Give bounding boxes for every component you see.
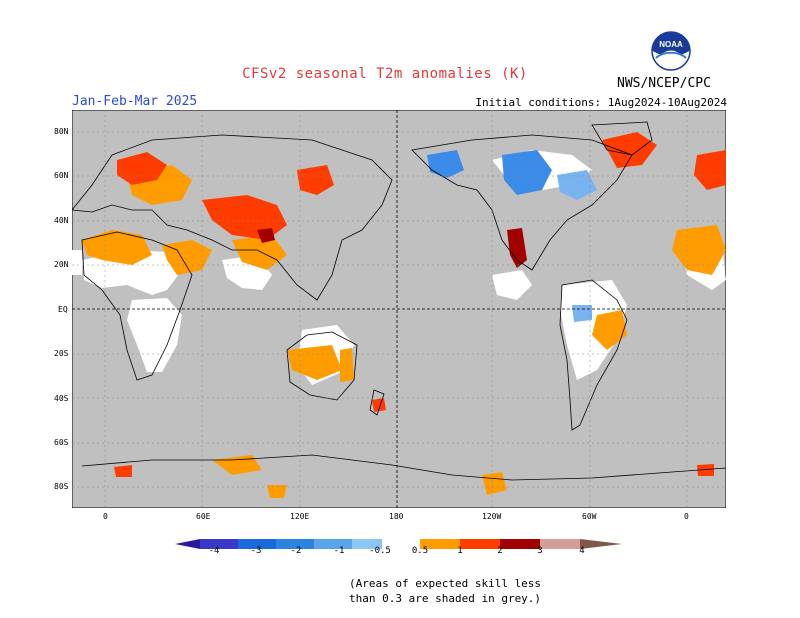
color-legend [170, 535, 630, 554]
colorbar-label: -2 [290, 546, 302, 556]
map-title: CFSv2 seasonal T2m anomalies (K) [242, 66, 528, 82]
lon-label: 0 [684, 512, 689, 521]
lat-label: 80S [54, 482, 69, 491]
colorbar-high-triangle [580, 539, 622, 549]
colorbar-label: -0.5 [369, 546, 391, 556]
colorbar-label: -3 [250, 546, 262, 556]
colorbar-swatch [314, 539, 352, 549]
lat-label: 20S [54, 349, 69, 358]
noaa-logo: NOAA [651, 31, 691, 71]
coastlines [71, 121, 727, 481]
colorbar-label: 0.5 [411, 546, 429, 556]
colorbar-swatch [500, 539, 540, 549]
colorbar-low-triangle [175, 539, 200, 549]
skill-note-line1: (Areas of expected skill less [349, 577, 542, 590]
skill-note: (Areas of expected skill less than 0.3 a… [349, 576, 541, 606]
strong-warm-anomaly-regions [114, 132, 726, 477]
lat-label: EQ [58, 305, 68, 314]
colorbar-label: 1 [457, 546, 463, 556]
colorbar-swatch [540, 539, 580, 549]
colorbar-swatch [238, 539, 276, 549]
season-label: Jan-Feb-Mar 2025 [72, 94, 198, 109]
colorbar-label: -1 [333, 546, 345, 556]
colorbar-swatch [460, 539, 500, 549]
colorbar-label: 3 [537, 546, 543, 556]
lat-label: 40N [54, 216, 69, 225]
lat-label: 80N [54, 127, 69, 136]
colorbar-swatch [276, 539, 314, 549]
lat-label: 60N [54, 171, 69, 180]
skill-note-line2: than 0.3 are shaded in grey.) [349, 592, 542, 605]
initial-conditions-label: Initial conditions: 1Aug2024-10Aug2024 [475, 96, 727, 109]
lon-label: 0 [103, 512, 108, 521]
graticule [72, 110, 726, 508]
colorbar-label: 4 [579, 546, 585, 556]
anomaly-map [71, 109, 727, 512]
agency-label: NWS/NCEP/CPC [617, 76, 711, 91]
very-strong-warm-anomaly-regions [257, 228, 527, 268]
lon-label: 120W [482, 512, 502, 521]
lat-label: 40S [54, 394, 69, 403]
cold-anomaly-regions [427, 150, 597, 322]
colorbar-swatch [352, 539, 382, 549]
warm-anomaly-regions [82, 165, 726, 498]
logo-text: NOAA [659, 40, 683, 49]
colorbar-label: -4 [208, 546, 220, 556]
colorbar-swatch [382, 539, 420, 549]
colorbar-label: 2 [497, 546, 503, 556]
lat-label: 20N [54, 260, 69, 269]
lon-label: 60W [582, 512, 597, 521]
colorbar-swatch [200, 539, 238, 549]
colorbar-swatch [420, 539, 460, 549]
lon-label: 120E [290, 512, 310, 521]
lon-label: 180 [389, 512, 404, 521]
lat-label: 60S [54, 438, 69, 447]
lon-label: 60E [196, 512, 211, 521]
